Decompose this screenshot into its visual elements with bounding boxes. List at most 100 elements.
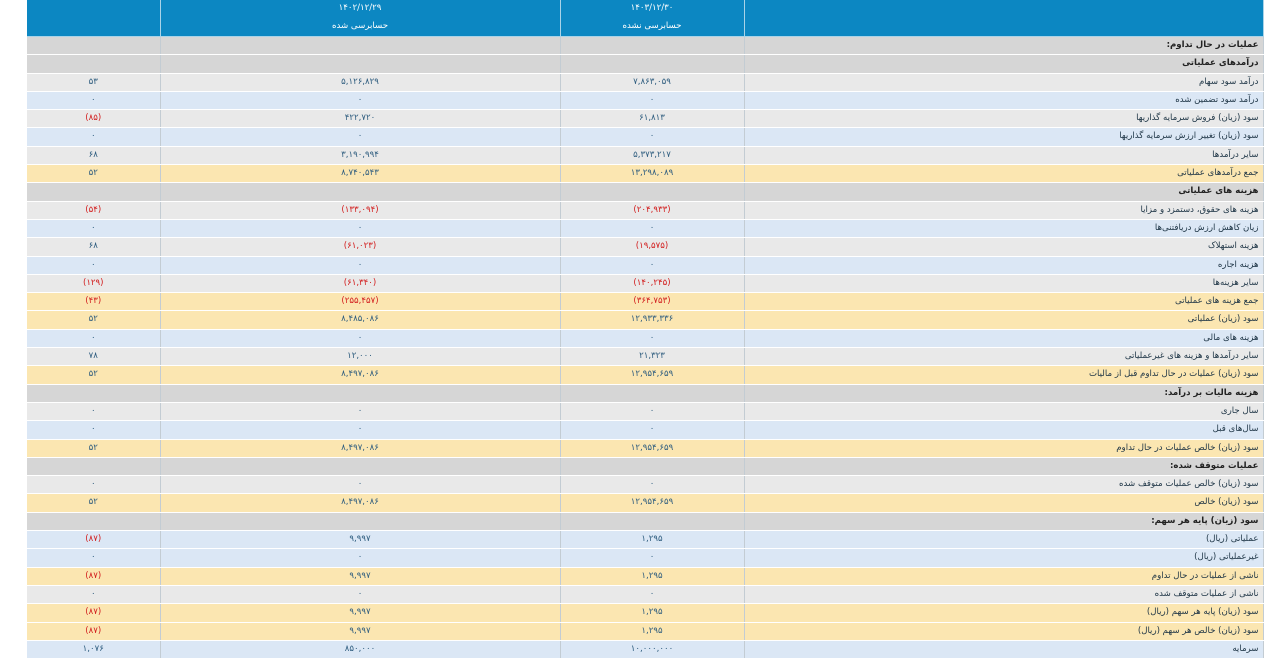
previous-period-value: (۱۳۳,۰۹۴) xyxy=(160,201,561,220)
current-period-value: ۰ xyxy=(560,548,745,568)
row-label: سود (زیان) پایه هر سهم (ریال) xyxy=(744,603,1264,623)
row-label: هزینه های عملیاتی xyxy=(744,182,1264,202)
row-label: سال‌های قبل xyxy=(744,420,1264,440)
row-label: درآمد سود تضمین شده xyxy=(744,91,1264,111)
section-header-row: عملیات در حال تداوم: xyxy=(27,36,1264,56)
current-period-value: ۰ xyxy=(560,329,745,349)
change-percent-cell: ۰ xyxy=(27,402,161,422)
change-percent-cell: ۱,۰۷۶ xyxy=(27,640,161,660)
table-row: ۶۸ (۶۱,۰۲۳) (۱۹,۵۷۵) هزینه استهلاک xyxy=(27,237,1264,257)
row-label: عملیات متوقف شده: xyxy=(744,457,1264,477)
previous-period-audit-status: حسابرسی شده xyxy=(159,17,561,37)
table-row: ۰ ۰ ۰ سال‌های قبل xyxy=(27,420,1264,440)
change-percent-cell xyxy=(27,384,161,403)
previous-period-value: ۰ xyxy=(160,475,561,495)
table-row: ۰ ۰ ۰ سود (زیان) خالص عملیات متوقف شده xyxy=(27,475,1264,495)
period-header-row: ۱۴۰۲/۱۲/۲۹ ۱۴۰۳/۱۲/۳۰ xyxy=(27,0,1264,17)
change-percent-cell: (۸۷) xyxy=(27,603,161,623)
current-period-value: ۱۰,۰۰۰,۰۰۰ xyxy=(560,640,745,660)
previous-period-value: (۲۵۵,۴۵۷) xyxy=(160,292,561,312)
change-percent-cell: ۰ xyxy=(27,219,161,239)
previous-period-value xyxy=(160,384,561,403)
previous-period-value: ۸,۷۴۰,۵۴۳ xyxy=(160,164,561,184)
previous-period-date: ۱۴۰۲/۱۲/۲۹ xyxy=(159,0,561,17)
current-period-value xyxy=(560,36,745,56)
change-percent-cell: (۸۵) xyxy=(27,109,161,129)
row-label: جمع هزینه های عملیاتی xyxy=(744,292,1264,312)
row-label: سایر درآمدها xyxy=(744,146,1264,166)
previous-period-value: ۹,۹۹۷ xyxy=(160,530,561,550)
previous-period-value: ۰ xyxy=(160,256,561,275)
current-period-value: ۰ xyxy=(560,585,745,605)
row-label: سود (زیان) عملیات در حال تداوم قبل از ما… xyxy=(744,365,1264,385)
table-row: ۵۳ ۵,۱۲۶,۸۲۹ ۷,۸۶۳,۰۵۹ درآمد سود سهام xyxy=(27,73,1264,92)
current-period-value xyxy=(560,182,745,202)
current-period-value: ۵,۳۷۳,۲۱۷ xyxy=(560,146,745,166)
row-label: درآمدهای عملیاتی xyxy=(744,54,1264,74)
change-column-header xyxy=(27,0,161,17)
current-period-value: ۰ xyxy=(560,420,745,440)
table-row: (۸۷) ۹,۹۹۷ ۱,۲۹۵ عملیاتی (ریال) xyxy=(27,530,1264,550)
table-row: ۰ ۰ ۰ سال جاری xyxy=(27,402,1264,422)
previous-period-value: ۰ xyxy=(160,420,561,440)
current-period-value: ۱,۲۹۵ xyxy=(560,567,745,586)
change-percent-cell: (۵۴) xyxy=(27,201,161,220)
change-percent-cell: (۸۷) xyxy=(27,622,161,641)
change-percent-cell xyxy=(27,54,161,74)
row-label: سال جاری xyxy=(744,402,1264,422)
table-row: ۰ ۰ ۰ سود (زیان) تغییر ارزش سرمایه گذاریها xyxy=(27,127,1264,147)
change-percent-cell xyxy=(27,512,161,532)
change-percent-cell xyxy=(27,182,161,202)
previous-period-value xyxy=(160,457,561,477)
total-row: (۸۷) ۹,۹۹۷ ۱,۲۹۵ سود (زیان) پایه هر سهم (ری… xyxy=(27,603,1264,623)
previous-period-value xyxy=(160,182,561,202)
total-row: ۵۲ ۸,۴۹۷,۰۸۶ ۱۲,۹۵۴,۶۵۹ سود (زیان) خالص xyxy=(27,493,1264,513)
current-period-value: ۰ xyxy=(560,127,745,147)
income-statement-panel: ۱۴۰۲/۱۲/۲۹ ۱۴۰۳/۱۲/۳۰ حسابرسی شده حسابرس… xyxy=(27,0,1264,660)
current-period-value: ۱۳,۲۹۸,۰۸۹ xyxy=(560,164,745,184)
row-label: غیرعملیاتی (ریال) xyxy=(744,548,1264,568)
previous-period-value: ۳,۱۹۰,۹۹۴ xyxy=(160,146,561,166)
section-header-row: هزینه مالیات بر درآمد: xyxy=(27,384,1264,403)
total-row: ۵۲ ۸,۴۸۵,۰۸۶ ۱۲,۹۳۳,۳۳۶ سود (زیان) عملیاتی xyxy=(27,310,1264,330)
previous-period-value xyxy=(160,54,561,74)
row-label: هزینه استهلاک xyxy=(744,237,1264,257)
total-row: (۴۳) (۲۵۵,۴۵۷) (۳۶۴,۷۵۳) جمع هزینه های عملی… xyxy=(27,292,1264,312)
statement-body: عملیات در حال تداوم: درآمدهای عملیاتی ۵۳ ۵,… xyxy=(27,36,1264,660)
row-label: سود (زیان) عملیاتی xyxy=(744,310,1264,330)
change-percent-cell: ۵۲ xyxy=(27,164,161,184)
current-period-value xyxy=(560,457,745,477)
section-header-row: هزینه های عملیاتی xyxy=(27,182,1264,202)
change-percent-cell: ۶۸ xyxy=(27,146,161,166)
previous-period-value: ۹,۹۹۷ xyxy=(160,622,561,641)
current-period-value: ۰ xyxy=(560,475,745,495)
previous-period-value xyxy=(160,36,561,56)
current-period-value: ۷,۸۶۳,۰۵۹ xyxy=(560,73,745,92)
previous-period-value: ۴۲۲,۷۲۰ xyxy=(160,109,561,129)
table-row: ۰ ۰ ۰ زیان کاهش ارزش دریافتنی‌ها xyxy=(27,219,1264,239)
row-label: سایر درآمدها و هزینه های غیرعملیاتی xyxy=(744,347,1264,367)
previous-period-value: ۰ xyxy=(160,548,561,568)
change-percent-cell: ۰ xyxy=(27,91,161,111)
label-column-header xyxy=(744,0,1264,17)
section-header-row: سود (زیان) پایه هر سهم: xyxy=(27,512,1264,532)
change-percent-cell: ۰ xyxy=(27,127,161,147)
change-percent-cell: ۰ xyxy=(27,475,161,495)
previous-period-value: ۰ xyxy=(160,219,561,239)
previous-period-value: ۰ xyxy=(160,127,561,147)
current-period-value: ۰ xyxy=(560,219,745,239)
change-percent-cell: ۰ xyxy=(27,329,161,349)
audit-status-header-row: حسابرسی شده حسابرسی نشده xyxy=(27,17,1264,37)
previous-period-value: ۹,۹۹۷ xyxy=(160,567,561,586)
previous-period-value: ۵,۱۲۶,۸۲۹ xyxy=(160,73,561,92)
change-percent-cell: ۰ xyxy=(27,585,161,605)
current-period-value xyxy=(560,54,745,74)
previous-period-value: ۰ xyxy=(160,91,561,111)
change-percent-cell: ۰ xyxy=(27,420,161,440)
change-percent-cell: ۷۸ xyxy=(27,347,161,367)
previous-period-value xyxy=(160,512,561,532)
table-row: ۰ ۰ ۰ درآمد سود تضمین شده xyxy=(27,91,1264,111)
current-period-value: ۰ xyxy=(560,256,745,275)
total-row: (۸۷) ۹,۹۹۷ ۱,۲۹۵ ناشی از عملیات در حال تداو… xyxy=(27,567,1264,586)
current-period-value: ۱,۲۹۵ xyxy=(560,603,745,623)
